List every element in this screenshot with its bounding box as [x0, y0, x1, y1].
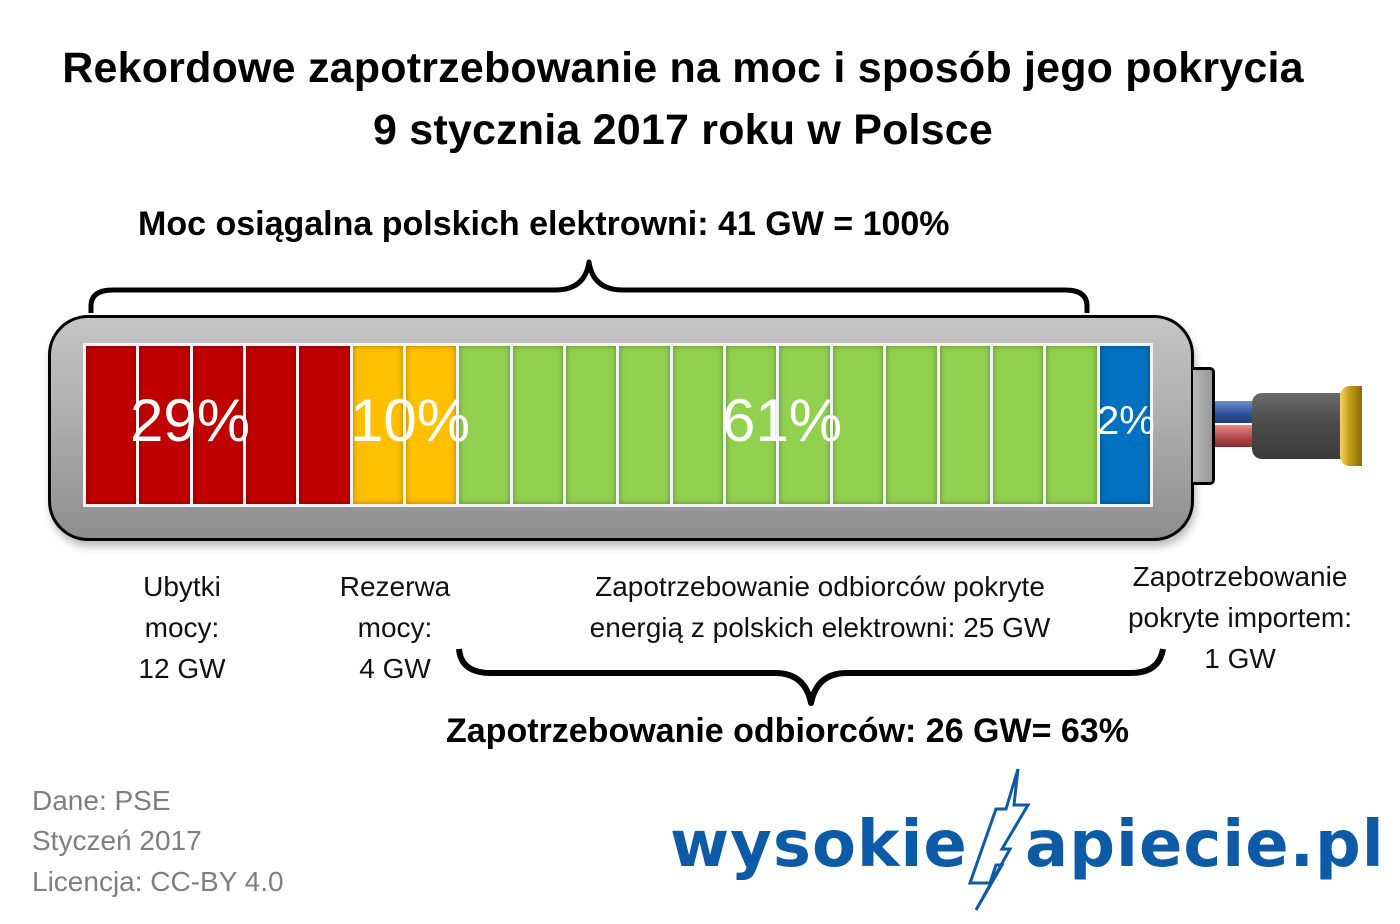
logo-text-right: apiecie.pl [1025, 808, 1385, 882]
label-ubytki-line2: mocy: [144, 612, 220, 643]
chart-title-line1: Rekordowe zapotrzebowanie na moc i sposó… [62, 44, 1304, 92]
battery-cell-ubytki [246, 346, 297, 504]
footer-source: Dane: PSE [32, 785, 171, 816]
label-rezerwa-line1: Rezerwa [339, 571, 451, 602]
percent-ubytki: 29% [130, 387, 251, 454]
wire-blue-icon [1215, 401, 1260, 423]
label-ubytki: Ubytki mocy: 12 GW [112, 566, 252, 689]
percent-rezerwa: 10% [350, 387, 471, 454]
cable-plug-icon [1340, 386, 1362, 466]
battery-cell-krajowe [512, 346, 564, 504]
battery-cell-ubytki [139, 346, 190, 504]
cable-icon [1252, 393, 1347, 459]
battery-cell-krajowe [459, 346, 510, 504]
capacity-brace [88, 259, 1090, 313]
footer-date: Styczeń 2017 [32, 825, 202, 856]
battery-cell-ubytki [192, 346, 244, 504]
battery-cells [83, 343, 1153, 507]
label-krajowe-line1: Zapotrzebowanie odbiorców pokryte [595, 571, 1045, 602]
battery-cell-krajowe [726, 346, 777, 504]
lightning-bolt-icon [967, 768, 1031, 911]
demand-label: Zapotrzebowanie odbiorców: 26 GW= 63% [446, 712, 1129, 750]
capacity-label: Moc osiągalna polskich elektrowni: 41 GW… [138, 205, 950, 243]
battery-cell-rezerwa [352, 346, 404, 504]
percent-import: 2% [1097, 399, 1155, 443]
battery-cell-krajowe [886, 346, 937, 504]
battery-cell-krajowe [779, 346, 830, 504]
battery-cell-ubytki [299, 346, 350, 504]
label-rezerwa-line2: mocy: [357, 612, 433, 643]
battery-cell-rezerwa [406, 346, 457, 504]
label-krajowe: Zapotrzebowanie odbiorców pokryte energi… [545, 566, 1095, 648]
label-ubytki-value: 12 GW [138, 653, 226, 684]
battery-cell-krajowe [939, 346, 990, 504]
logo-text-left: wysokie [670, 808, 968, 882]
battery-cell-krajowe [1046, 346, 1097, 504]
percent-krajowe: 61% [722, 387, 843, 454]
logo: wysokie apiecie.pl [670, 765, 1384, 915]
chart-title-line2: 9 stycznia 2017 roku w Polsce [372, 106, 994, 154]
label-import: Zapotrzebowanie pokryte importem: 1 GW [1100, 556, 1380, 679]
battery-cell-krajowe [672, 346, 724, 504]
battery-cell-krajowe [566, 346, 617, 504]
battery-cell-ubytki [86, 346, 137, 504]
label-krajowe-line2: energią z polskich elektrowni: 25 GW [589, 612, 1051, 643]
demand-brace [456, 648, 1166, 706]
battery-terminal [1193, 367, 1215, 485]
label-import-line1: Zapotrzebowanie [1132, 561, 1348, 592]
battery-cell-krajowe [992, 346, 1044, 504]
battery-cell-krajowe [832, 346, 884, 504]
label-rezerwa: Rezerwa mocy: 4 GW [325, 566, 465, 689]
label-import-line2: pokryte importem: [1127, 602, 1353, 633]
label-ubytki-line1: Ubytki [143, 571, 221, 602]
wire-red-icon [1215, 425, 1260, 447]
battery-cell-import [1099, 346, 1150, 504]
label-import-value: 1 GW [1204, 643, 1276, 674]
battery-cell-krajowe [619, 346, 670, 504]
footer-license: Licencja: CC-BY 4.0 [32, 866, 284, 897]
label-rezerwa-value: 4 GW [359, 653, 431, 684]
